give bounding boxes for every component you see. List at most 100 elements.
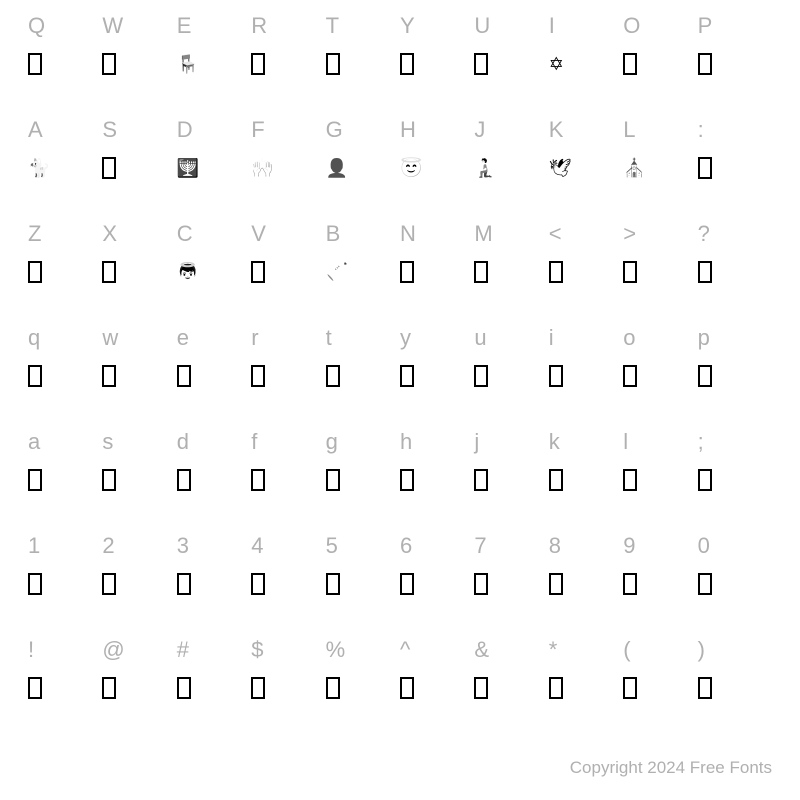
char-glyph [251, 464, 265, 496]
char-label: f [251, 426, 257, 458]
char-cell: i [549, 322, 623, 418]
char-label: I [549, 10, 555, 42]
char-glyph [251, 256, 265, 288]
char-cell: t [326, 322, 400, 418]
char-glyph [400, 48, 414, 80]
pictograph-icon: 🙌 [251, 159, 273, 177]
empty-glyph-box [623, 573, 637, 595]
char-label: A [28, 114, 43, 146]
empty-glyph-box [28, 469, 42, 491]
char-cell: U [474, 10, 548, 106]
empty-glyph-box [326, 53, 340, 75]
char-cell: s [102, 426, 176, 522]
char-glyph: 😇 [400, 152, 422, 184]
empty-glyph-box [28, 53, 42, 75]
char-label: 3 [177, 530, 189, 562]
char-glyph [177, 464, 191, 496]
empty-glyph-box [251, 53, 265, 75]
char-label: ! [28, 634, 34, 666]
char-cell: j [474, 426, 548, 522]
char-cell: l [623, 426, 697, 522]
char-glyph [326, 568, 340, 600]
empty-glyph-box [177, 469, 191, 491]
char-cell: T [326, 10, 400, 106]
char-label: V [251, 218, 266, 250]
char-label: 1 [28, 530, 40, 562]
char-label: ? [698, 218, 710, 250]
char-glyph [326, 48, 340, 80]
char-label: h [400, 426, 412, 458]
empty-glyph-box [326, 677, 340, 699]
empty-glyph-box [400, 469, 414, 491]
empty-glyph-box [102, 469, 116, 491]
char-cell: D🕎 [177, 114, 251, 210]
empty-glyph-box [549, 573, 563, 595]
char-label: T [326, 10, 339, 42]
char-label: H [400, 114, 416, 146]
empty-glyph-box [28, 261, 42, 283]
pictograph-icon: 🐈 [28, 159, 50, 177]
char-label: P [698, 10, 713, 42]
char-glyph [177, 568, 191, 600]
char-label: < [549, 218, 562, 250]
char-glyph: 🐈 [28, 152, 50, 184]
char-glyph [400, 672, 414, 704]
char-label: O [623, 10, 640, 42]
char-cell: ( [623, 634, 697, 730]
empty-glyph-box [549, 261, 563, 283]
char-label: @ [102, 634, 124, 666]
char-glyph [623, 360, 637, 392]
char-label: k [549, 426, 560, 458]
char-cell: * [549, 634, 623, 730]
char-label: 2 [102, 530, 114, 562]
char-label: a [28, 426, 40, 458]
char-glyph: 🕎 [177, 152, 199, 184]
char-cell: 6 [400, 530, 474, 626]
empty-glyph-box [177, 573, 191, 595]
empty-glyph-box [698, 469, 712, 491]
char-cell: u [474, 322, 548, 418]
char-label: q [28, 322, 40, 354]
char-cell: 8 [549, 530, 623, 626]
char-label: 7 [474, 530, 486, 562]
pictograph-icon: 👼 [177, 263, 199, 281]
char-label: j [474, 426, 479, 458]
char-label: ^ [400, 634, 410, 666]
char-cell: & [474, 634, 548, 730]
empty-glyph-box [102, 677, 116, 699]
char-label: U [474, 10, 490, 42]
char-label: 9 [623, 530, 635, 562]
char-glyph [28, 464, 42, 496]
char-glyph [102, 464, 116, 496]
char-glyph: ✡ [549, 48, 564, 80]
pictograph-icon: 🧎 [474, 159, 496, 177]
char-glyph [177, 672, 191, 704]
char-glyph [102, 152, 116, 184]
char-glyph [251, 568, 265, 600]
char-cell: r [251, 322, 325, 418]
char-cell: 7 [474, 530, 548, 626]
empty-glyph-box [251, 469, 265, 491]
empty-glyph-box [400, 53, 414, 75]
char-cell: % [326, 634, 400, 730]
empty-glyph-box [698, 677, 712, 699]
char-label: i [549, 322, 554, 354]
char-cell: h [400, 426, 474, 522]
char-cell: : [698, 114, 772, 210]
char-glyph [102, 568, 116, 600]
empty-glyph-box [698, 365, 712, 387]
char-cell: a [28, 426, 102, 522]
char-cell: w [102, 322, 176, 418]
char-cell: M [474, 218, 548, 314]
char-label: g [326, 426, 338, 458]
char-cell: 5 [326, 530, 400, 626]
char-glyph [326, 360, 340, 392]
char-cell: d [177, 426, 251, 522]
char-label: w [102, 322, 118, 354]
char-cell: C👼 [177, 218, 251, 314]
char-glyph [474, 568, 488, 600]
char-glyph [623, 568, 637, 600]
char-glyph [102, 256, 116, 288]
char-glyph: 👼 [177, 256, 199, 288]
char-label: > [623, 218, 636, 250]
